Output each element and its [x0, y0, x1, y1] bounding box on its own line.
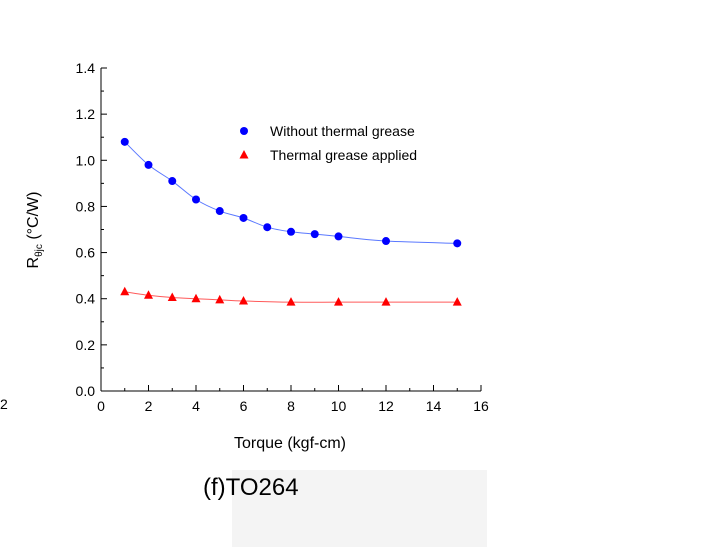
data-point-circle [239, 213, 248, 222]
legend-label: Without thermal grease [270, 123, 415, 139]
data-point-triangle [286, 297, 296, 306]
legend-marker-circle [240, 127, 248, 135]
x-tick-label: 8 [287, 398, 295, 414]
data-point-circle [310, 230, 319, 239]
data-point-triangle [144, 290, 153, 299]
data-point-circle [120, 137, 129, 146]
y-tick-label: 0.8 [76, 198, 96, 214]
data-point-circle [382, 237, 390, 246]
data-point-triangle [381, 297, 391, 306]
y-tick-label: 1.0 [76, 152, 96, 168]
data-point-circle [287, 227, 295, 236]
y-axis-title-text: Rθjc (°C/W) [25, 192, 45, 269]
caption-background [232, 470, 487, 547]
fit-curves [124, 141, 458, 303]
data-points [120, 137, 462, 306]
y-tick-label: 1.2 [76, 106, 96, 122]
x-tick-label: 14 [426, 398, 442, 414]
data-point-triangle [215, 294, 225, 304]
data-point-triangle [452, 297, 462, 306]
x-tick-label: 6 [240, 398, 248, 414]
y-axis-title: Rθjc (°C/W) [25, 192, 45, 269]
x-tick-label: 4 [192, 398, 200, 414]
x-tick-label: 16 [473, 398, 489, 414]
y-tick-label: 0.0 [76, 383, 96, 399]
x-tick-label: 10 [331, 398, 347, 414]
y-tick-label: 1.4 [76, 60, 96, 76]
data-point-circle [215, 207, 224, 216]
x-tick-label: 12 [378, 398, 394, 414]
fit-curve-1 [124, 291, 458, 303]
y-tick-label: 0.4 [76, 291, 96, 307]
y-tick-label: 0.2 [76, 337, 96, 353]
y-tick-label: 0.6 [76, 245, 96, 261]
data-point-triangle [191, 293, 201, 303]
data-point-circle [168, 177, 177, 186]
data-point-circle [192, 195, 200, 204]
x-tick-label: 2 [145, 398, 153, 414]
axes: 0 2 4 6 8 10 12 14 16 0.0 0.2 0.4 0.6 0.8 1.0 1.2 1.4 [76, 60, 489, 414]
data-point-triangle [239, 296, 248, 305]
x-axis-title: Torque (kgf-cm) [234, 435, 346, 452]
x-tick-label: 0 [97, 398, 105, 414]
data-point-triangle [334, 297, 343, 306]
data-point-circle [263, 223, 272, 232]
data-point-triangle [120, 286, 130, 296]
data-point-circle [334, 232, 343, 241]
data-point-circle [144, 160, 153, 169]
data-point-triangle [167, 292, 177, 302]
legend-label: Thermal grease applied [270, 147, 417, 163]
legend-marker-triangle [239, 150, 249, 159]
edge-fragment-text: 2 [0, 396, 8, 412]
figure-caption: (f)TO264 [203, 474, 299, 501]
data-point-circle [453, 239, 462, 248]
legend: Without thermal grease Thermal grease app… [239, 123, 417, 163]
